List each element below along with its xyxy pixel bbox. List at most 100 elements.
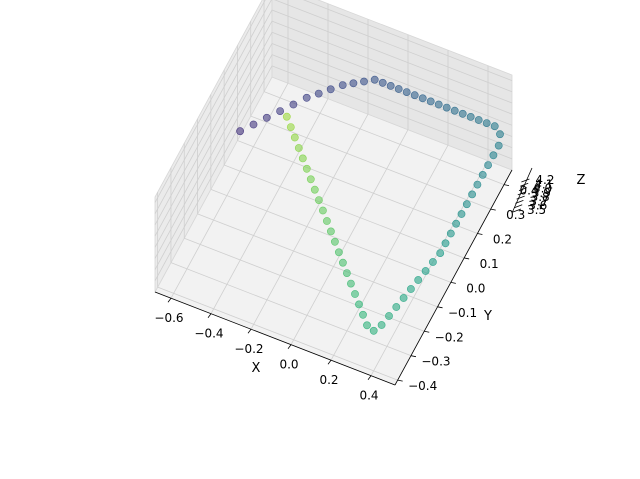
data-point	[458, 109, 467, 118]
x-tick-mark	[167, 297, 172, 303]
z-tick-label: 4.2	[535, 173, 554, 187]
data-point	[282, 112, 291, 121]
data-point	[428, 258, 437, 266]
x-tick-label: 0.0	[279, 358, 298, 372]
y-tick-mark	[477, 233, 483, 235]
z-gridline-back	[154, 9, 273, 226]
data-point	[294, 144, 303, 152]
data-point	[302, 164, 311, 173]
data-point	[399, 294, 408, 302]
z-gridline-back	[154, 20, 273, 237]
data-point	[394, 85, 403, 93]
data-point	[426, 97, 435, 106]
data-point	[302, 93, 311, 102]
z-tick-mark	[512, 208, 522, 213]
data-point	[289, 100, 298, 109]
z-tick-mark	[517, 191, 526, 196]
y-tick-mark	[464, 257, 470, 260]
z-gridline-side	[271, 31, 513, 126]
data-points	[236, 75, 504, 335]
data-point	[314, 89, 323, 98]
y-tick-label: −0.4	[408, 379, 437, 393]
data-point	[326, 85, 335, 94]
y-axis-line	[394, 169, 513, 386]
x-tick-label: 0.4	[359, 389, 378, 403]
z-gridline-side	[302, 0, 513, 81]
x-tick-label: 0.2	[319, 373, 338, 387]
z-gridline-side	[271, 65, 513, 160]
x-gridline	[330, 145, 449, 361]
data-point	[434, 100, 443, 109]
data-point	[377, 321, 386, 329]
x-tick-mark	[367, 375, 372, 380]
axis-lines	[154, 167, 533, 386]
data-point	[363, 321, 371, 330]
y-axis-label: Y	[483, 309, 492, 324]
z-tick-label: 3.5	[527, 203, 546, 217]
y-tick-label: 0.3	[506, 208, 525, 222]
x-tick-mark	[327, 359, 332, 365]
y-tick-mark	[397, 379, 403, 382]
x-tick-label: −0.2	[234, 342, 263, 356]
data-point	[369, 326, 378, 335]
data-point	[410, 91, 419, 100]
y-tick-label: 0.0	[466, 281, 485, 295]
z-tick-mark	[516, 195, 525, 200]
data-point	[360, 77, 368, 86]
data-point	[392, 303, 401, 311]
y-gridline	[184, 237, 425, 332]
z-axis-label: Z	[577, 173, 586, 188]
z-tick-label: 3.9	[532, 186, 551, 200]
x-axis-label: X	[252, 361, 261, 376]
y-tick-mark	[490, 208, 496, 211]
data-point	[378, 78, 387, 87]
y-tick-label: −0.2	[435, 330, 464, 344]
z-gridline-back	[154, 54, 273, 270]
y-gridline	[250, 115, 491, 210]
data-point	[310, 185, 319, 194]
data-point	[452, 219, 460, 228]
z-tick-label: 4.0	[533, 182, 552, 196]
data-point	[442, 103, 451, 112]
x-tick-mark	[247, 328, 252, 334]
data-point	[418, 94, 427, 103]
data-point	[346, 279, 355, 288]
data-point	[478, 170, 487, 179]
y-gridline	[157, 286, 398, 381]
data-point	[496, 130, 504, 139]
y-tick-label: 0.4	[519, 184, 538, 198]
y-gridline	[263, 91, 505, 186]
data-point	[359, 310, 367, 319]
z-tick-label: 3.8	[531, 190, 550, 204]
y-tick-label: −0.1	[448, 306, 477, 320]
data-point	[474, 116, 483, 124]
z-gridline-back	[154, 32, 273, 248]
data-point	[326, 227, 335, 236]
data-point	[290, 133, 299, 142]
data-point	[385, 312, 393, 320]
data-point	[466, 113, 475, 121]
x-gridline	[250, 114, 369, 330]
tick-labels: −0.6 −0.4 −0.2 0.0 0.2 0.4 −0.4 −0.3 −0.2 −0.1 0.0…	[154, 173, 554, 403]
y-tick-mark	[424, 330, 430, 333]
data-point	[386, 82, 395, 90]
x-tick-label: −0.6	[154, 311, 183, 325]
z-tick-mark	[521, 178, 530, 183]
z-gridline-back	[154, 43, 273, 259]
z-gridline-side	[271, 43, 513, 137]
data-point	[468, 190, 476, 199]
x-gridline	[210, 98, 329, 314]
z-gridline-back	[154, 0, 266, 203]
data-point	[457, 210, 466, 218]
data-point	[436, 249, 445, 257]
data-point	[249, 120, 258, 129]
x-gridline	[290, 129, 409, 345]
data-point	[286, 123, 295, 131]
z-gridline-side	[274, 0, 513, 93]
y-gridline	[223, 164, 465, 259]
y-tick-mark	[437, 306, 443, 309]
data-point	[338, 81, 347, 89]
data-point	[276, 107, 284, 115]
data-point	[489, 151, 498, 160]
